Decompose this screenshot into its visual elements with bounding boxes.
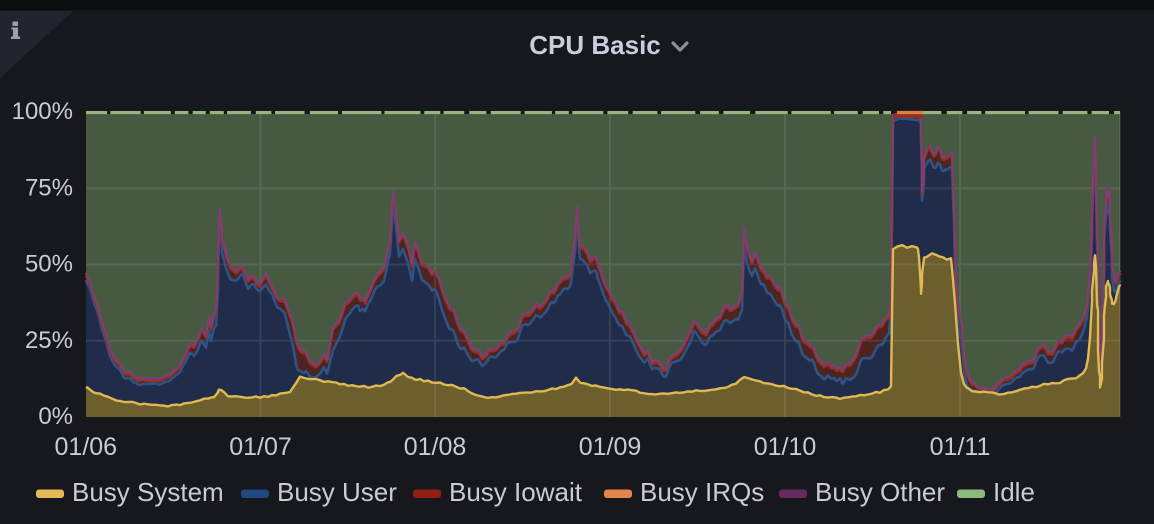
svg-text:Busy Iowait: Busy Iowait [449, 477, 583, 507]
svg-text:Idle: Idle [993, 477, 1035, 507]
svg-text:75%: 75% [25, 174, 73, 201]
svg-text:01/10: 01/10 [754, 433, 817, 461]
svg-text:01/06: 01/06 [55, 433, 118, 461]
svg-text:01/11: 01/11 [930, 433, 991, 461]
svg-text:Busy System: Busy System [72, 477, 224, 507]
svg-text:Busy Other: Busy Other [815, 477, 945, 507]
svg-text:25%: 25% [25, 327, 73, 354]
svg-text:CPU Basic: CPU Basic [529, 30, 661, 60]
svg-text:Busy User: Busy User [277, 477, 397, 507]
svg-text:01/09: 01/09 [579, 433, 642, 461]
svg-text:01/08: 01/08 [404, 433, 467, 461]
svg-text:0%: 0% [38, 403, 73, 430]
svg-text:50%: 50% [25, 251, 73, 278]
svg-text:100%: 100% [12, 98, 73, 125]
svg-text:01/07: 01/07 [229, 433, 292, 461]
svg-text:Busy IRQs: Busy IRQs [640, 477, 764, 507]
